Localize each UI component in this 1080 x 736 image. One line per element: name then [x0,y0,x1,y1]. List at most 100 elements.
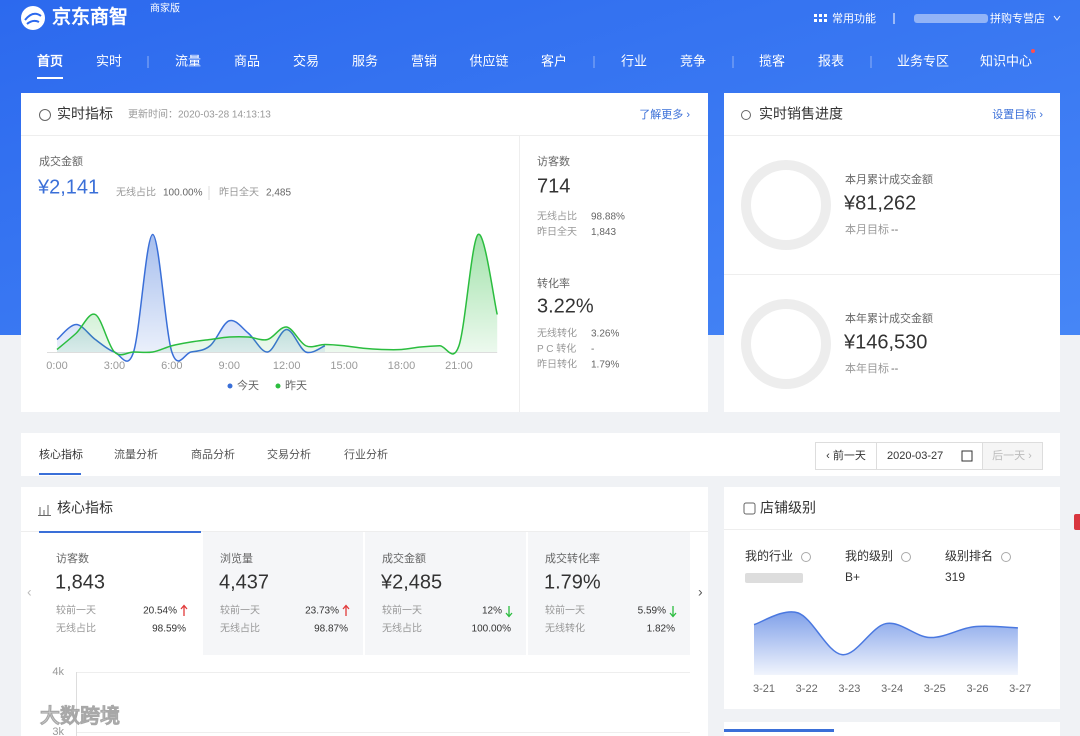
x-tick-label: 9:00 [219,360,240,372]
tab[interactable]: 流量分析 [114,447,158,461]
nav-item[interactable]: 实时 [96,53,122,68]
watermark: 大数跨境 [40,703,120,727]
row-label: 无线转化 [537,327,577,340]
progress-ring [741,299,831,389]
prev-day[interactable]: ‹ 前一天 [826,448,866,462]
target-value: -- [891,363,899,375]
x-tick-label: 3-21 [753,683,775,695]
nav-item[interactable]: 报表 [818,53,844,68]
edition: 商家版 [150,2,180,15]
x-tick-label: 18:00 [388,360,416,372]
tab-underline [39,473,81,475]
field-label: 级别排名 [945,548,993,563]
nav-item[interactable]: 知识中心 [980,53,1032,68]
nav-item[interactable]: 流量 [175,53,201,68]
row-label: P C 转化 [537,342,576,355]
realtime-chart: 0:00 3:00 6:00 9:00 12:00 15:00 18:00 21:00 今天 昨天 [46,233,498,392]
x-tick-label: 3-23 [838,683,860,695]
target-label: 本月目标 [845,222,889,236]
tabs: 核心指标 流量分析 商品分析 交易分析 行业分析 [39,447,388,475]
nav-underline [37,77,63,79]
tab[interactable]: 行业分析 [344,447,388,461]
area-line [753,611,1018,656]
nav-item[interactable]: 业务专区 [897,53,949,68]
legend-label: 昨天 [285,379,307,392]
legend-dot [227,383,233,389]
card [724,487,1060,709]
metric-value: 4,437 [219,571,269,593]
tab[interactable]: 交易分析 [267,447,311,461]
nav-item[interactable]: 交易 [293,53,319,68]
progress-ring [741,160,831,250]
bar-icon [38,505,51,516]
updated: 更新时间：2020-03-28 14:13:13 [128,108,271,121]
realtime-rows: 无线占比 98.88% 昨日全天 1,843 无线转化 3.26% P C 转化 - 昨日转化 1… [537,210,625,371]
progress-value: ¥81,262 [843,192,916,214]
x-tick-label: 3:00 [104,360,125,372]
nav-item[interactable]: 揽客 [759,53,785,68]
nav-item[interactable]: 营销 [411,53,437,68]
help-icon [1001,552,1011,562]
x-tick-label: 21:00 [445,360,473,372]
nav-item[interactable]: 服务 [352,53,378,68]
card [724,722,1060,736]
nav-item[interactable]: 竞争 [680,53,706,68]
nav-item[interactable]: 首页 [37,53,63,68]
field-label: 我的行业 [745,548,793,563]
compare-label: 较前一天 [56,604,96,617]
metric-card[interactable] [365,532,526,655]
x-tick-label: 3-27 [1009,683,1031,695]
tab[interactable]: 商品分析 [191,447,235,461]
ratio-value: 98.87% [314,624,348,635]
metric-card[interactable] [528,532,690,655]
nav-item[interactable]: 商品 [234,53,260,68]
nav-item[interactable]: 供应链 [469,53,508,68]
yesterday-label: 昨日全天 [219,186,259,199]
nav-item[interactable]: 客户 [541,53,567,68]
store-fields: 我的行业 我的级别 B+ 级别排名 319 3-21 3-22 3-23 3-24 3-25 3-2… [745,548,1031,695]
row-label: 无线占比 [537,210,577,223]
logo-mark [24,12,42,25]
trend-arrow [342,604,350,616]
conversion: 3.22% [537,295,594,317]
side-tag[interactable] [1074,514,1080,530]
scroll-right[interactable]: › [698,584,703,600]
x-tick-label: 3-26 [966,683,988,695]
progress-label: 本年累计成交金额 [845,311,933,325]
brand: 京东商智 [52,5,128,28]
tools[interactable]: 常用功能 [832,11,876,25]
scroll-left[interactable]: ‹ [27,584,32,600]
x-tick-label: 3-24 [881,683,903,695]
series-area [57,234,498,355]
ratio-value: 100.00% [472,624,512,635]
tab[interactable]: 核心指标 [39,447,83,461]
card-title: 实时销售进度 [759,106,843,122]
row-value: 1.79% [591,360,619,371]
metric-label: 成交金额 [382,551,426,565]
compare-value: 23.73% [305,606,339,617]
card-title: 核心指标 [57,500,113,516]
metric-label: 访客数 [56,551,89,565]
x-tick-label: 3-25 [924,683,946,695]
blurred-value [745,573,803,583]
more-link[interactable]: 了解更多 › [639,107,690,121]
clock-icon [39,109,51,121]
ratio-label: 无线转化 [545,622,585,635]
metric-card[interactable] [203,532,363,655]
store-icon [743,502,756,515]
nav-item[interactable]: 行业 [621,53,647,68]
area [754,611,1018,675]
next-bg [982,443,1042,469]
card-title: 店铺级别 [760,500,816,516]
shop[interactable]: 拼购专营店 [990,11,1045,25]
legend-dot [275,383,281,389]
row-value: 98.88% [591,212,625,223]
compare-value: 5.59% [638,606,666,617]
grid-icon [814,14,827,22]
row-label: 昨日转化 [537,358,577,371]
set-target[interactable]: 设置目标 › [992,107,1043,121]
metric-card[interactable] [39,532,201,655]
date[interactable]: 2020-03-27 [887,450,943,462]
logo [21,6,45,30]
